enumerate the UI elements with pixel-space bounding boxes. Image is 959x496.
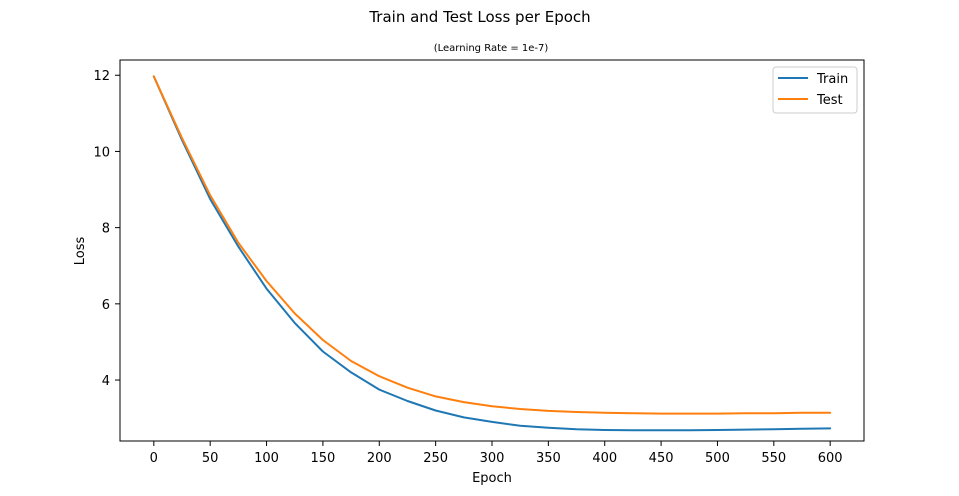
- legend-train-label: Train: [816, 72, 848, 87]
- chart-subtitle: (Learning Rate = 1e-7): [434, 43, 549, 54]
- x-tick-label: 400: [592, 451, 617, 466]
- x-tick-label: 250: [423, 451, 448, 466]
- y-axis-label: Loss: [73, 237, 88, 266]
- x-tick-label: 150: [310, 451, 335, 466]
- x-tick-label: 0: [150, 451, 158, 466]
- x-axis-label: Epoch: [472, 471, 512, 486]
- y-tick-label: 10: [93, 145, 110, 160]
- x-tick-label: 300: [480, 451, 505, 466]
- y-tick-label: 4: [102, 374, 110, 389]
- x-tick-label: 600: [818, 451, 843, 466]
- x-tick-label: 350: [536, 451, 561, 466]
- series-layer: [152, 75, 832, 432]
- y-axis: 4 6 8 10 12: [93, 69, 120, 389]
- x-tick-label: 50: [202, 451, 219, 466]
- x-tick-label: 100: [254, 451, 279, 466]
- x-tick-label: 500: [705, 451, 730, 466]
- y-tick-label: 12: [93, 69, 110, 84]
- x-axis: 0 50 100 150 200 250 300 350 400 450 500 550 600: [150, 441, 843, 466]
- x-tick-label: 450: [649, 451, 674, 466]
- y-tick-label: 6: [102, 298, 110, 313]
- legend: Train Test: [772, 66, 858, 114]
- series-line-test: [152, 75, 832, 415]
- legend-test-label: Test: [816, 93, 843, 108]
- series-line-train: [152, 75, 832, 432]
- x-tick-label: 200: [367, 451, 392, 466]
- plot-frame: [119, 59, 865, 442]
- y-tick-label: 8: [102, 222, 110, 237]
- x-tick-label: 550: [761, 451, 786, 466]
- chart-title: Train and Test Loss per Epoch: [368, 8, 590, 26]
